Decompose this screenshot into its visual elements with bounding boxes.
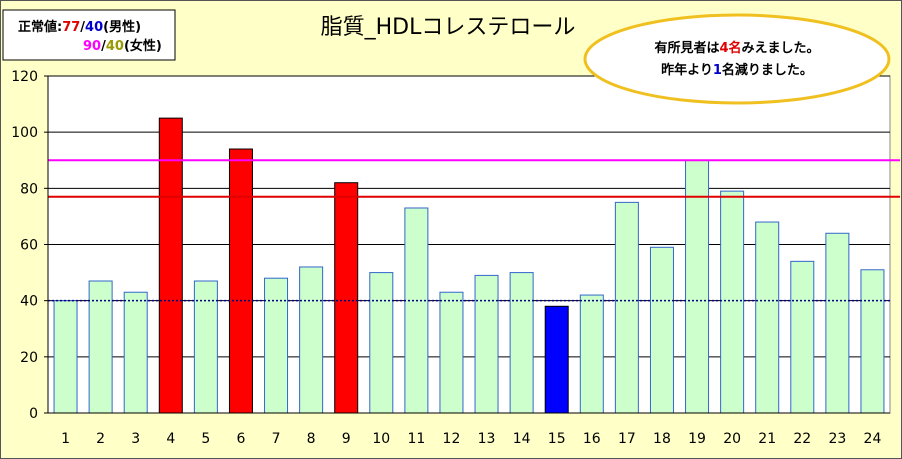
bar-17 [614,201,639,414]
bar-4 [158,117,183,414]
x-tick-label: 7 [272,431,281,447]
x-tick-label: 8 [307,431,316,447]
x-tick-label: 9 [342,431,351,447]
bar-3 [123,291,148,414]
note-line1-post: みえました。 [742,41,820,56]
bar-14 [509,272,534,414]
legend-male-low: 40 [85,20,103,35]
x-tick-label: 1 [61,431,70,447]
legend-male-label: (男性) [103,19,141,35]
chart-title: 脂質_HDLコレステロール [321,15,576,40]
x-tick-label: 19 [688,431,706,447]
x-tick-label: 17 [618,431,636,447]
y-tick-labels: 0 20 40 60 80 100 120 [11,69,48,422]
x-tick-label: 6 [236,431,245,447]
note-line-1: 有所見者は4名みえました。 [654,40,819,56]
x-tick-label: 15 [548,431,566,447]
legend-box: 正常値:77/40(男性) 90/40(女性) [2,9,176,61]
bar-19 [685,159,710,414]
y-tick-label: 40 [20,294,38,310]
bar-18 [649,246,674,414]
x-tick-label: 23 [828,431,846,447]
bar-13 [474,274,499,414]
x-tick-label: 3 [131,431,140,447]
x-tick-label: 13 [478,431,496,447]
legend-prefix: 正常値: [18,19,62,35]
x-tick-label: 11 [407,431,425,447]
note-line1-pre: 有所見者は [654,40,719,56]
legend-female-label: (女性) [124,38,162,54]
bar-24 [860,269,885,414]
x-tick-label: 22 [793,431,811,447]
y-tick-label: 60 [20,238,38,254]
x-tick-label: 18 [653,431,671,447]
x-tick-label: 21 [758,431,776,447]
bar-22 [790,260,815,414]
bar-15 [544,305,569,414]
x-tick-label: 14 [513,431,531,447]
x-tick-labels: 1 2 3 4 5 6 7 8 9 10 11 12 13 14 15 16 17 18 19 20 21 22 23 24 [61,431,881,447]
bar-8 [299,266,324,414]
reference-lines [48,159,900,302]
x-tick-label: 2 [96,431,105,447]
legend-male-high: 77 [62,20,80,35]
note-line2-num: 1 [713,63,722,78]
note-line1-num: 4名 [719,40,741,56]
legend-line-male: 正常値:77/40(男性) [18,19,141,35]
bar-7 [264,277,289,414]
bar-20 [720,190,745,414]
bar-9 [334,182,359,414]
note-line-2: 昨年より1名減りました。 [661,62,813,78]
bar-6 [228,148,253,414]
x-tick-label: 5 [201,431,210,447]
x-tick-label: 12 [443,431,461,447]
y-tick-label: 0 [29,406,38,422]
note-callout: 有所見者は4名みえました。 昨年より1名減りました。 [583,13,891,105]
legend-line-female: 90/40(女性) [83,38,162,54]
legend-female-high: 90 [83,39,101,54]
x-tick-label: 20 [723,431,741,447]
note-line2-pre: 昨年より [661,62,713,78]
bar-1 [53,300,78,414]
bars [53,117,885,414]
bar-16 [579,294,604,414]
note-line2-post: 名減りました。 [722,62,813,78]
legend-sep: / [101,39,106,54]
x-tick-label: 16 [583,431,601,447]
x-tick-label: 10 [372,431,390,447]
y-tick-label: 120 [11,69,38,85]
legend-sep: / [80,20,85,35]
y-tick-label: 80 [20,181,38,197]
legend-female-low: 40 [106,39,124,54]
y-tick-label: 20 [20,350,38,366]
x-tick-label: 24 [864,431,882,447]
bar-23 [825,232,850,414]
bar-10 [369,272,394,414]
y-tick-label: 100 [11,125,38,141]
bar-21 [755,221,780,414]
x-tick-label: 4 [166,431,175,447]
bar-11 [404,207,429,414]
bar-12 [439,291,464,414]
